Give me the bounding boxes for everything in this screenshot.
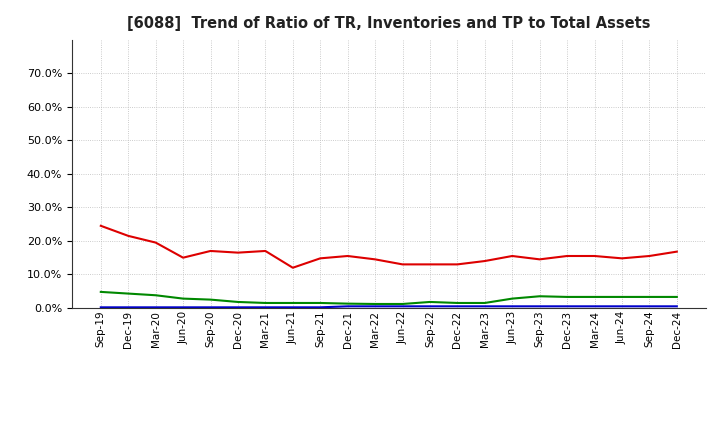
Trade Receivables (343, 253, 352, 259)
Trade Receivables (536, 257, 544, 262)
Trade Receivables (96, 223, 105, 228)
Trade Receivables (645, 253, 654, 259)
Trade Payables (261, 301, 270, 306)
Inventories (672, 304, 681, 309)
Trade Payables (96, 289, 105, 294)
Trade Receivables (398, 262, 407, 267)
Inventories (206, 304, 215, 310)
Trade Receivables (371, 257, 379, 262)
Inventories (398, 304, 407, 309)
Trade Payables (426, 299, 434, 304)
Inventories (261, 304, 270, 310)
Inventories (289, 304, 297, 310)
Trade Receivables (233, 250, 242, 255)
Title: [6088]  Trend of Ratio of TR, Inventories and TP to Total Assets: [6088] Trend of Ratio of TR, Inventories… (127, 16, 651, 32)
Inventories (96, 304, 105, 310)
Trade Receivables (206, 248, 215, 253)
Trade Receivables (618, 256, 626, 261)
Trade Receivables (151, 240, 160, 245)
Inventories (645, 304, 654, 309)
Trade Payables (618, 294, 626, 300)
Trade Payables (233, 299, 242, 304)
Line: Trade Receivables: Trade Receivables (101, 226, 677, 268)
Trade Payables (289, 301, 297, 306)
Trade Receivables (179, 255, 187, 260)
Inventories (179, 304, 187, 310)
Trade Receivables (480, 258, 489, 264)
Inventories (151, 304, 160, 310)
Trade Payables (398, 301, 407, 307)
Inventories (618, 304, 626, 309)
Trade Receivables (316, 256, 325, 261)
Line: Inventories: Inventories (101, 306, 677, 307)
Inventories (590, 304, 599, 309)
Trade Receivables (508, 253, 516, 259)
Inventories (508, 304, 516, 309)
Trade Receivables (453, 262, 462, 267)
Inventories (371, 304, 379, 309)
Inventories (536, 304, 544, 309)
Inventories (453, 304, 462, 309)
Trade Payables (316, 301, 325, 306)
Trade Receivables (426, 262, 434, 267)
Trade Payables (151, 293, 160, 298)
Trade Payables (480, 301, 489, 306)
Inventories (480, 304, 489, 309)
Trade Receivables (672, 249, 681, 254)
Trade Receivables (289, 265, 297, 270)
Line: Trade Payables: Trade Payables (101, 292, 677, 304)
Inventories (343, 304, 352, 309)
Inventories (563, 304, 572, 309)
Trade Payables (371, 301, 379, 307)
Trade Receivables (590, 253, 599, 259)
Inventories (233, 304, 242, 310)
Trade Payables (206, 297, 215, 302)
Trade Payables (590, 294, 599, 300)
Trade Payables (453, 301, 462, 306)
Trade Receivables (261, 248, 270, 253)
Trade Payables (536, 293, 544, 299)
Inventories (124, 304, 132, 310)
Trade Receivables (124, 233, 132, 238)
Trade Payables (124, 291, 132, 296)
Trade Payables (179, 296, 187, 301)
Trade Payables (645, 294, 654, 300)
Trade Payables (672, 294, 681, 300)
Inventories (426, 304, 434, 309)
Trade Payables (563, 294, 572, 300)
Trade Payables (508, 296, 516, 301)
Trade Payables (343, 301, 352, 306)
Inventories (316, 304, 325, 310)
Trade Receivables (563, 253, 572, 259)
